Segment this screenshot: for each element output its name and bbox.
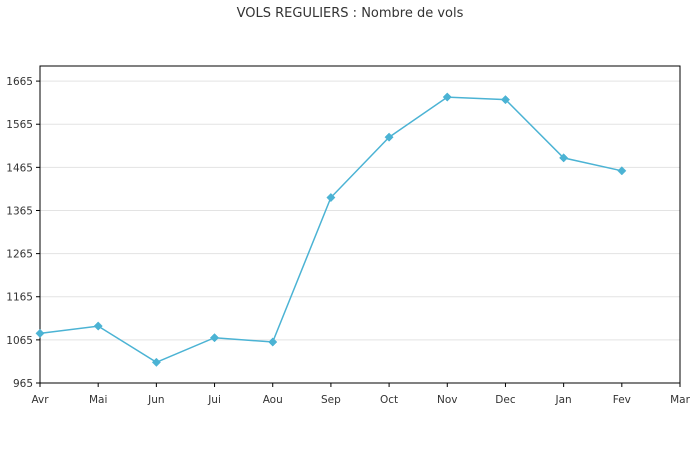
x-axis: Avr Mai Jun Jui Aou Sep Oct Nov Dec Jan Fev Mar: [31, 383, 691, 406]
y-axis: 965 1065 1165 1265 1365 1465 1565 1665: [6, 76, 40, 390]
data-point: [268, 337, 278, 347]
data-point: [442, 92, 452, 102]
y-tick-label: 1365: [6, 205, 33, 217]
y-tick-label: 1565: [6, 119, 33, 131]
x-tick-label: Mai: [89, 394, 107, 406]
data-point: [559, 153, 569, 163]
data-point: [384, 132, 394, 142]
y-tick-label: 1265: [6, 249, 33, 261]
y-tick-label: 965: [13, 378, 33, 390]
x-tick-label: Avr: [31, 394, 49, 406]
x-tick-label: Oct: [380, 394, 398, 406]
data-point: [500, 95, 511, 105]
data-point: [326, 192, 336, 203]
y-tick-label: 1165: [6, 292, 33, 304]
grid-lines: [40, 80, 680, 341]
data-point: [93, 321, 103, 331]
data-point: [209, 333, 220, 343]
x-tick-label: Sep: [321, 394, 341, 406]
x-tick-label: Dec: [495, 394, 516, 406]
x-tick-label: Jan: [555, 394, 572, 406]
data-point: [35, 328, 45, 338]
x-tick-label: Jui: [207, 394, 221, 406]
x-tick-label: Fev: [613, 394, 631, 406]
x-tick-label: Nov: [437, 394, 458, 406]
plot-frame: [39, 65, 681, 384]
y-tick-label: 1065: [6, 335, 33, 347]
x-tick-label: Mar: [670, 394, 690, 406]
chart-title: VOLS REGULIERS : Nombre de vols: [237, 6, 464, 21]
x-tick-label: Jun: [147, 394, 164, 406]
y-tick-label: 1665: [6, 76, 33, 88]
series-layer: [35, 92, 627, 367]
data-point: [617, 166, 627, 176]
x-tick-label: Aou: [263, 394, 283, 406]
y-tick-label: 1465: [6, 162, 33, 174]
data-point: [151, 357, 161, 367]
series-line: [39, 96, 622, 364]
